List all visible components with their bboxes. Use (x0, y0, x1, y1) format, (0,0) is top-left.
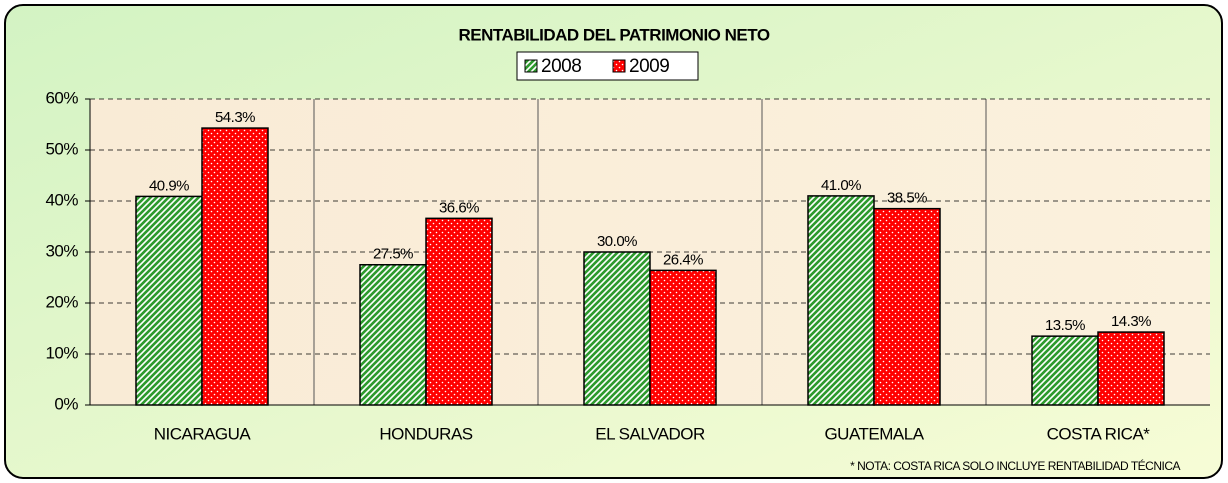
y-tick-label: 20% (45, 292, 78, 311)
bar (873, 207, 941, 406)
bar (583, 251, 651, 406)
bar (359, 264, 427, 406)
value-label: 41.0% (821, 177, 861, 194)
value-label: 38.5% (887, 190, 927, 207)
bar (425, 217, 493, 406)
bar (807, 195, 875, 406)
bar (1031, 335, 1099, 406)
legend-box (516, 51, 699, 81)
legend-swatch (612, 59, 626, 73)
y-tick-label: 10% (45, 343, 78, 362)
y-tick-label: 40% (45, 190, 78, 209)
legend-swatch (524, 59, 538, 73)
value-label: 40.9% (149, 177, 189, 194)
annotation: * NOTA: COSTA RICA SOLO INCLUYE RENTABIL… (850, 458, 1180, 473)
bar (1097, 331, 1165, 406)
value-label: 27.5% (373, 246, 413, 263)
chart-title: RENTABILIDAD DEL PATRIMONIO NETO (458, 25, 769, 44)
x-tick-label: NICARAGUA (154, 424, 252, 443)
y-tick-label: 30% (45, 241, 78, 260)
legend-label: 2009 (629, 56, 669, 77)
bar (201, 127, 269, 406)
value-label: 30.0% (597, 233, 637, 250)
x-tick-label: EL SALVADOR (595, 424, 705, 443)
y-tick-label: 50% (45, 139, 78, 158)
value-label: 14.3% (1111, 313, 1151, 330)
y-tick-label: 60% (45, 88, 78, 107)
bar (649, 269, 717, 406)
x-tick-label: COSTA RICA* (1047, 424, 1151, 443)
value-label: 26.4% (663, 251, 703, 268)
legend-label: 2008 (541, 56, 581, 77)
value-label: 36.6% (439, 199, 479, 216)
value-label: 13.5% (1045, 317, 1085, 334)
y-tick-label: 0% (54, 394, 78, 413)
x-tick-label: HONDURAS (379, 424, 472, 443)
value-label: 54.3% (215, 109, 255, 126)
x-tick-label: GUATEMALA (824, 424, 924, 443)
bar (135, 195, 203, 406)
